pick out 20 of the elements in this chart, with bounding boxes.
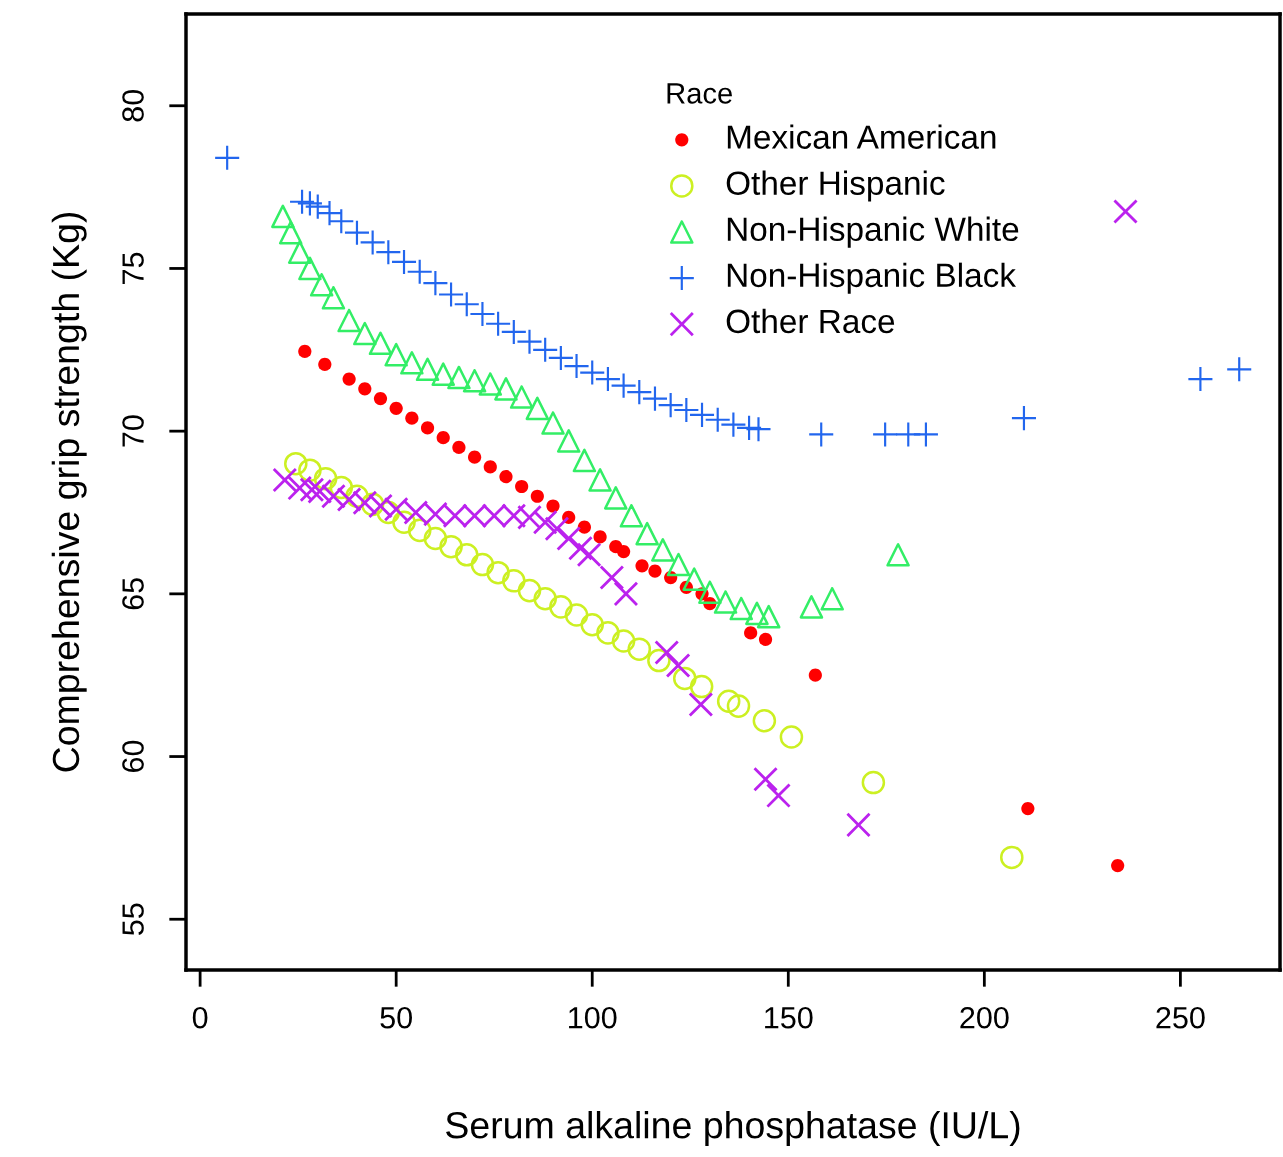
x-tick-label: 200 <box>960 1006 1009 1029</box>
x-tick-label: 0 <box>192 1006 208 1029</box>
x-axis-title: Serum alkaline phosphatase (IU/L) <box>446 1110 1020 1146</box>
y-tick-label: 80 <box>122 89 144 122</box>
legend-label: Non-Hispanic Black <box>727 262 1017 294</box>
y-tick-label: 75 <box>122 252 144 284</box>
y-axis-title: Comprehensive grip strength (Kg) <box>51 212 87 772</box>
legend-label: Non-Hispanic White <box>727 216 1019 248</box>
y-tick-label: 70 <box>122 415 144 447</box>
legend-label: Other Race <box>726 308 895 334</box>
y-tick-label: 60 <box>122 740 144 772</box>
x-tick-label: 100 <box>569 1006 617 1029</box>
legend-label: Other Hispanic <box>726 170 945 202</box>
y-tick-label: 65 <box>122 578 144 610</box>
legend-label: Mexican American <box>727 124 996 149</box>
y-tick-label: 55 <box>122 903 144 936</box>
x-tick-label: 50 <box>380 1006 412 1029</box>
x-tick-label: 150 <box>765 1006 813 1029</box>
legend-title: Race <box>667 83 732 104</box>
x-tick-label: 250 <box>1156 1006 1205 1029</box>
